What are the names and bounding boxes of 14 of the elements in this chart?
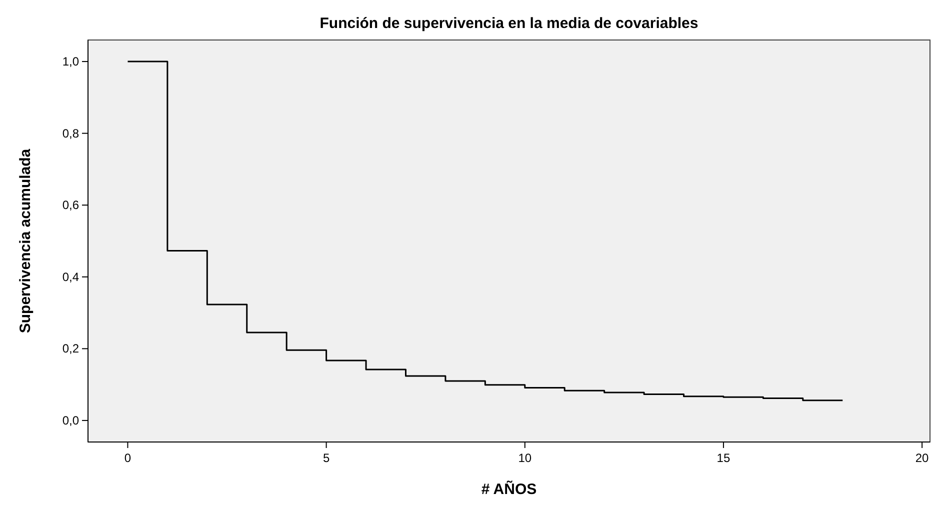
chart-title: Función de supervivencia en la media de covariables bbox=[320, 15, 698, 32]
x-tick-label: 0 bbox=[124, 451, 132, 465]
x-tick-label: 10 bbox=[518, 451, 532, 465]
y-tick-label: 0,8 bbox=[62, 126, 80, 140]
y-tick-label: 1,0 bbox=[62, 54, 80, 69]
y-axis-title: Supervivencia acumulada bbox=[17, 148, 34, 334]
x-axis-title: # AÑOS bbox=[481, 480, 537, 498]
y-tick-label: 0,4 bbox=[62, 270, 80, 284]
x-tick-label: 20 bbox=[915, 451, 930, 465]
y-tick-label: 0,6 bbox=[62, 198, 80, 212]
y-tick-label: 0,0 bbox=[62, 413, 80, 428]
x-tick-label: 15 bbox=[716, 451, 730, 465]
y-tick-label: 0,2 bbox=[62, 342, 80, 356]
x-tick-label: 5 bbox=[322, 451, 330, 465]
